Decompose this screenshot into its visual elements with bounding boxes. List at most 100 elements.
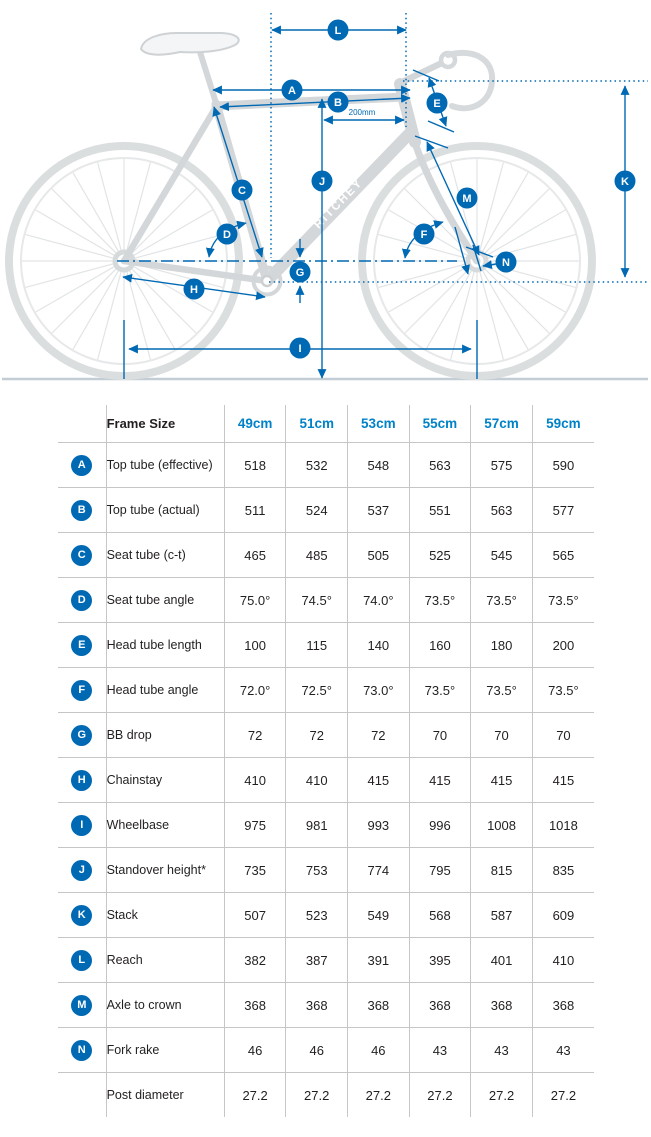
table-row: L Reach 382 387 391 395 401 410 [58, 937, 594, 983]
row-value: 368 [531, 982, 594, 1028]
table-row: C Seat tube (c-t) 465 485 505 525 545 56… [58, 532, 594, 578]
row-value: 1008 [470, 802, 533, 848]
row-badge: H [71, 769, 93, 791]
row-value: 577 [531, 487, 594, 533]
svg-text:A: A [288, 85, 296, 97]
row-value: 511 [223, 487, 286, 533]
row-badge: N [71, 1039, 93, 1061]
row-label: Chainstay [105, 757, 225, 803]
steerer-axis-line [454, 226, 470, 275]
row-value: 70 [531, 712, 594, 758]
size-header-57: 57cm [470, 405, 533, 443]
svg-text:H: H [190, 284, 198, 296]
row-value: 551 [408, 487, 471, 533]
row-value: 1018 [531, 802, 594, 848]
row-value: 72.5° [285, 667, 348, 713]
svg-text:N: N [502, 257, 510, 269]
row-value: 72 [347, 712, 410, 758]
row-label: BB drop [105, 712, 225, 758]
row-value: 46 [285, 1027, 348, 1073]
row-value: 27.2 [285, 1072, 348, 1117]
row-value: 548 [347, 442, 410, 488]
table-header-row: Frame Size 49cm 51cm 53cm 55cm 57cm 59cm [58, 405, 594, 443]
svg-text:G: G [296, 267, 305, 279]
row-badge: G [71, 724, 93, 746]
dim-badge-d: D [216, 223, 238, 245]
row-badge: F [71, 679, 93, 701]
bottom-bracket [260, 274, 274, 288]
saddle [139, 32, 240, 56]
row-value: 565 [531, 532, 594, 578]
row-value: 395 [408, 937, 471, 983]
row-label: Seat tube (c-t) [105, 532, 225, 578]
row-value: 70 [470, 712, 533, 758]
svg-text:E: E [433, 98, 440, 110]
row-value: 73.5° [531, 667, 594, 713]
row-badge: B [71, 499, 93, 521]
svg-text:I: I [298, 343, 301, 355]
row-value: 27.2 [347, 1072, 410, 1117]
dim-tick-e-bottom [427, 120, 455, 133]
dim-tick-m-bottom [465, 246, 494, 258]
svg-text:L: L [335, 25, 342, 37]
dim-badge-n: N [495, 251, 517, 273]
svg-text:J: J [319, 176, 325, 188]
table-row: D Seat tube angle 75.0° 74.5° 74.0° 73.5… [58, 577, 594, 623]
row-value: 590 [531, 442, 594, 488]
row-value: 72 [285, 712, 348, 758]
row-value: 46 [347, 1027, 410, 1073]
row-value: 73.5° [531, 577, 594, 623]
row-badge: L [71, 949, 93, 971]
row-value: 735 [223, 847, 286, 893]
row-value: 563 [470, 487, 533, 533]
row-value: 563 [408, 442, 471, 488]
row-value: 27.2 [408, 1072, 471, 1117]
row-value: 532 [285, 442, 348, 488]
dim-line-b [219, 93, 411, 112]
table-row: K Stack 507 523 549 568 587 609 [58, 892, 594, 938]
table-row: F Head tube angle 72.0° 72.5° 73.0° 73.5… [58, 667, 594, 713]
row-badge: A [71, 454, 93, 476]
size-header-55: 55cm [408, 405, 471, 443]
row-label: Post diameter [105, 1072, 225, 1117]
size-header-53: 53cm [347, 405, 410, 443]
row-value: 525 [408, 532, 471, 578]
row-value: 523 [285, 892, 348, 938]
row-value: 368 [223, 982, 286, 1028]
row-value: 73.5° [408, 667, 471, 713]
header-badge-spacer [58, 405, 106, 443]
row-label: Head tube length [105, 622, 225, 668]
row-value: 43 [470, 1027, 533, 1073]
dim-badge-b: B [327, 91, 349, 113]
row-value: 27.2 [223, 1072, 286, 1117]
row-label: Standover height* [105, 847, 225, 893]
row-value: 815 [470, 847, 533, 893]
row-value: 415 [347, 757, 410, 803]
dim-badge-g: G [289, 261, 311, 283]
bike-geometry-diagram: RITCHEY [2, 13, 648, 381]
row-value: 72 [223, 712, 286, 758]
table-row: Post diameter 27.2 27.2 27.2 27.2 27.2 2… [58, 1072, 594, 1117]
dim-badge-a: A [281, 79, 303, 101]
dim-badge-l: L [327, 19, 349, 41]
size-header-59: 59cm [531, 405, 594, 443]
top-tube [211, 92, 409, 111]
row-value: 368 [470, 982, 533, 1028]
row-value: 368 [408, 982, 471, 1028]
stem [398, 57, 450, 86]
seat-post [197, 49, 220, 109]
row-value: 140 [347, 622, 410, 668]
row-value: 27.2 [531, 1072, 594, 1117]
row-badge: J [71, 859, 93, 881]
down-tube [261, 128, 415, 287]
dim-line-m [426, 141, 480, 256]
row-value: 382 [223, 937, 286, 983]
row-value: 465 [223, 532, 286, 578]
row-label: Reach [105, 937, 225, 983]
svg-text:K: K [621, 176, 629, 188]
row-value: 545 [470, 532, 533, 578]
dim-badge-m: M [456, 187, 478, 209]
row-value: 387 [285, 937, 348, 983]
row-value: 795 [408, 847, 471, 893]
row-label: Fork rake [105, 1027, 225, 1073]
